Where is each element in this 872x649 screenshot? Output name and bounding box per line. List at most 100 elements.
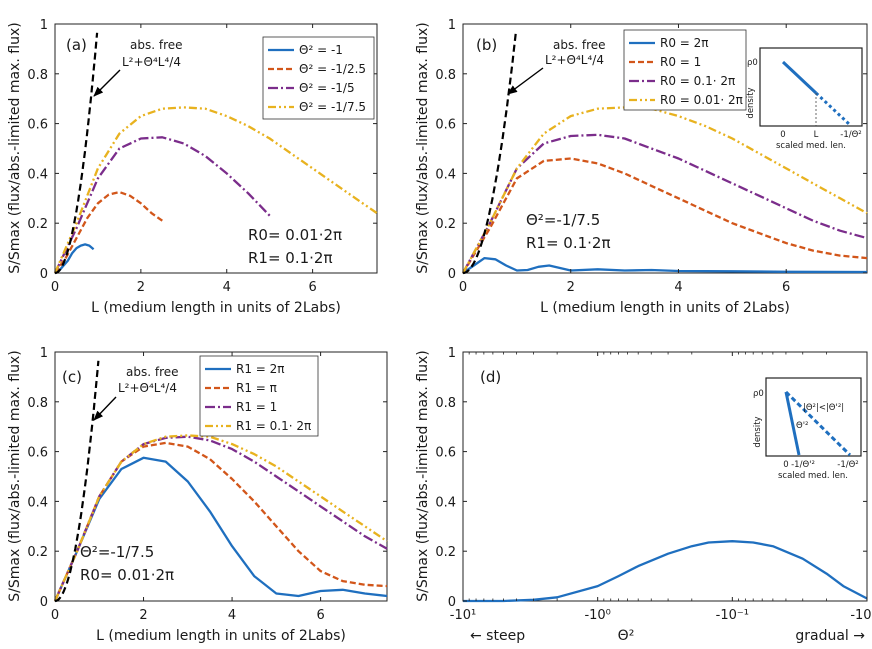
series-3-line: [461, 133, 868, 274]
series-layer: [53, 106, 378, 274]
y-tick-label: 0: [448, 267, 456, 282]
annotation-r1: R1= 0.1·2π: [248, 249, 333, 267]
y-tick-label: 0.6: [435, 118, 456, 133]
inset-density-extrapolation: [814, 91, 851, 126]
x-tick-label: 2: [567, 280, 575, 295]
abs-free-curve: [54, 360, 100, 603]
y-tick-label: 0.4: [435, 167, 456, 182]
x-tick-label: 0: [51, 280, 59, 295]
inset-ytick: ρ0: [747, 58, 758, 68]
panel-label: (d): [480, 368, 501, 386]
plot-frame: [462, 23, 868, 274]
y-tick-label: 0.8: [435, 396, 456, 411]
inset-steep-line: [784, 391, 801, 456]
legend-entry: R0 = 0.1· 2π: [660, 74, 735, 88]
inset-density: ρ0 density 0 L -1/Θ² scaled med. len.: [746, 47, 863, 151]
legend-entry: Θ² = -1/2.5: [299, 62, 366, 76]
series-4-line: [461, 106, 868, 274]
x-axis-label: Θ²: [618, 628, 635, 644]
x-tick-label: 6: [308, 280, 316, 295]
legend-entry: R1 = 2π: [236, 362, 285, 376]
series-1-line: [53, 456, 388, 602]
y-tick-label: 0.8: [435, 68, 456, 83]
inset-density-line: [781, 60, 818, 95]
x-tick-label: 0: [51, 608, 59, 623]
panel-a: 0 0.2 0.4 0.6 0.8 1 0 2 4 6 (a) abs. free L²+Θ⁴L⁴…: [7, 18, 378, 316]
panel-label: (b): [476, 36, 497, 54]
series-1-line: [463, 540, 868, 603]
legend: R0 = 2π R0 = 1 R0 = 0.1· 2π R0 = 0.01· 2π: [623, 29, 747, 111]
series-2-line: [462, 157, 868, 274]
series-layer: [53, 434, 388, 602]
x-tick-label: 4: [223, 280, 231, 295]
abs-free-arrow: [93, 396, 117, 421]
legend-entry: R0 = 1: [660, 55, 701, 69]
x-axis-label-gradual: gradual →: [795, 628, 865, 644]
abs-free-formula: L²+Θ⁴L⁴/4: [122, 55, 181, 69]
y-tick-label: 0.6: [27, 118, 48, 133]
inset-frame: [765, 377, 862, 457]
y-tick-label: 0.4: [27, 167, 48, 182]
abs-free-curve: [462, 32, 517, 275]
legend-entry: Θ² = -1/7.5: [299, 100, 366, 114]
y-tick-label: 0.2: [435, 545, 456, 560]
y-tick-label: 0: [40, 267, 48, 282]
inset-xtick-1: L: [814, 130, 819, 140]
ticks-layer: 0 0.2 0.4 0.6 0.8 1 0 2 4 6: [435, 18, 867, 295]
y-tick-label: 0.2: [27, 217, 48, 232]
series-4-line: [53, 106, 378, 274]
series-layer: [463, 540, 868, 603]
x-axis-label: L (medium length in units of 2Labs): [91, 300, 341, 316]
series-3-line: [53, 136, 271, 274]
x-tick-label: -10⁻²: [850, 608, 872, 623]
abs-free-formula: L²+Θ⁴L⁴/4: [545, 53, 604, 67]
abs-free-arrow: [507, 67, 544, 95]
x-axis-label-steep: ← steep: [470, 628, 525, 644]
legend-entry: R1 = 0.1· 2π: [236, 419, 311, 433]
inset-ytick: ρ0: [753, 389, 764, 399]
series-2-line: [54, 190, 163, 274]
abs-free-arrow: [93, 69, 121, 97]
plot-frame: [54, 23, 378, 274]
ticks-layer: 0 0.2 0.4 0.6 0.8 1 0 2 4 6: [27, 18, 377, 295]
abs-free-label: abs. free: [130, 38, 183, 52]
panel-d: 00.20.40.60.81-10¹-10⁰-10⁻¹-10⁻² (d) Θ² …: [415, 346, 872, 644]
y-tick-label: 1: [448, 18, 456, 33]
y-tick-label: 0.2: [27, 545, 48, 560]
legend: R1 = 2π R1 = π R1 = 1 R1 = 0.1· 2π: [199, 355, 319, 437]
abs-free-formula: L²+Θ⁴L⁴/4: [118, 381, 177, 395]
inset-xtick-0: 0: [783, 460, 788, 470]
panel-b: 0 0.2 0.4 0.6 0.8 1 0 2 4 6 (b) abs. free L²+Θ⁴L⁴…: [415, 18, 868, 316]
y-axis-label: S/Smax (flux/abs.-limited max. flux): [415, 350, 431, 601]
inset-gradual-line: [784, 390, 852, 457]
inset-xlabel: scaled med. len.: [776, 141, 846, 151]
abs-free-label: abs. free: [553, 38, 606, 52]
y-tick-label: 0.6: [435, 446, 456, 461]
inset-ylabel: density: [746, 87, 756, 118]
y-tick-label: 1: [448, 346, 456, 361]
y-tick-label: 0: [40, 595, 48, 610]
y-axis-label: S/Smax (flux/abs.-limited max. flux): [7, 22, 23, 273]
y-tick-label: 0.2: [435, 217, 456, 232]
y-axis-label: S/Smax (flux/abs.-limited max. flux): [7, 350, 23, 601]
y-tick-label: 0.4: [27, 495, 48, 510]
panel-label: (c): [62, 368, 82, 386]
legend-entry: R0 = 0.01· 2π: [660, 93, 743, 107]
series-4-line: [53, 434, 388, 602]
plot-frame: [54, 351, 388, 602]
x-tick-label: -10⁻¹: [716, 608, 749, 623]
abs-free-label: abs. free: [126, 365, 179, 379]
inset-xtick-1: -1/Θ'²: [791, 460, 815, 470]
inset-xtick-2: -1/Θ²: [837, 460, 858, 470]
ticks-layer: 0 0.2 0.4 0.6 0.8 1 -10¹ -10⁰ -10⁻¹ -10⁻²: [435, 346, 872, 623]
inset-label-steep: Θ'²: [796, 421, 808, 431]
inset-xlabel: scaled med. len.: [778, 471, 848, 481]
legend-entry: Θ² = -1/5: [299, 81, 355, 95]
annotation-r1: R1= 0.1·2π: [526, 234, 611, 252]
y-tick-label: 1: [40, 18, 48, 33]
x-tick-label: 0: [459, 280, 467, 295]
annotation-theta: Θ²=-1/7.5: [526, 211, 600, 229]
inset-label-gradual: |Θ²|<|Θ'²|: [803, 403, 844, 413]
y-tick-label: 0.8: [27, 396, 48, 411]
